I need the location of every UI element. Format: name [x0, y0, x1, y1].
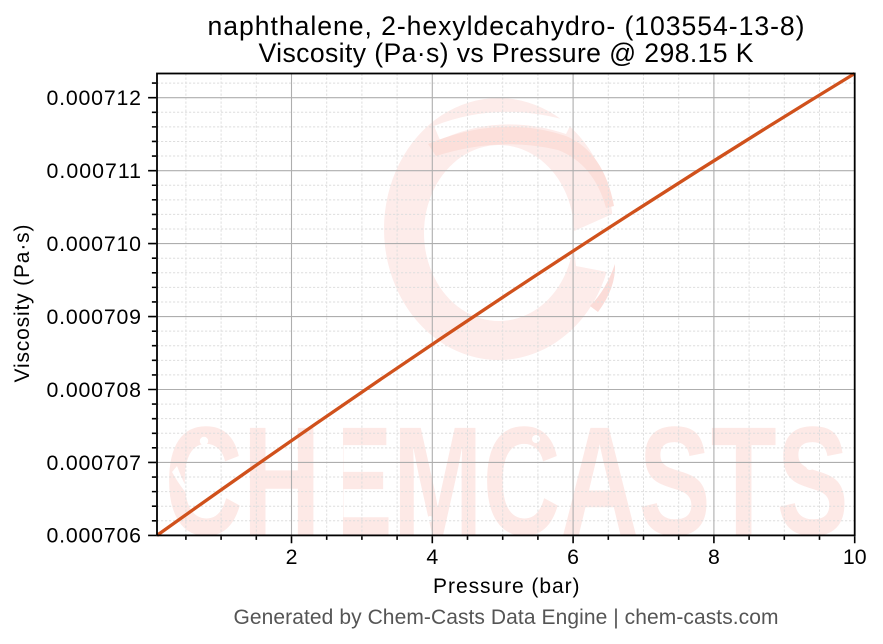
svg-text:2: 2 [286, 545, 298, 569]
svg-text:0.000711: 0.000711 [47, 159, 142, 183]
svg-text:Generated by Chem-Casts Data E: Generated by Chem-Casts Data Engine | ch… [234, 606, 779, 629]
svg-text:8: 8 [708, 545, 720, 569]
svg-text:Pressure (bar): Pressure (bar) [433, 575, 580, 598]
svg-text:0.000712: 0.000712 [47, 86, 142, 110]
svg-text:naphthalene, 2-hexyldecahydro-: naphthalene, 2-hexyldecahydro- (103554-1… [208, 11, 805, 41]
svg-text:0.000707: 0.000707 [47, 451, 142, 475]
svg-text:Viscosity (Pa·s) vs Pressure @: Viscosity (Pa·s) vs Pressure @ 298.15 K [259, 38, 754, 68]
svg-text:Viscosity (Pa·s): Viscosity (Pa·s) [11, 225, 34, 383]
svg-text:0.000706: 0.000706 [47, 524, 142, 548]
svg-text:4: 4 [426, 545, 438, 569]
svg-text:10: 10 [843, 545, 867, 569]
svg-text:0.000710: 0.000710 [47, 232, 142, 256]
svg-text:CHEMCASTS: CHEMCASTS [165, 395, 849, 568]
svg-text:6: 6 [567, 545, 579, 569]
svg-text:0.000709: 0.000709 [47, 305, 142, 329]
svg-text:0.000708: 0.000708 [47, 378, 142, 402]
